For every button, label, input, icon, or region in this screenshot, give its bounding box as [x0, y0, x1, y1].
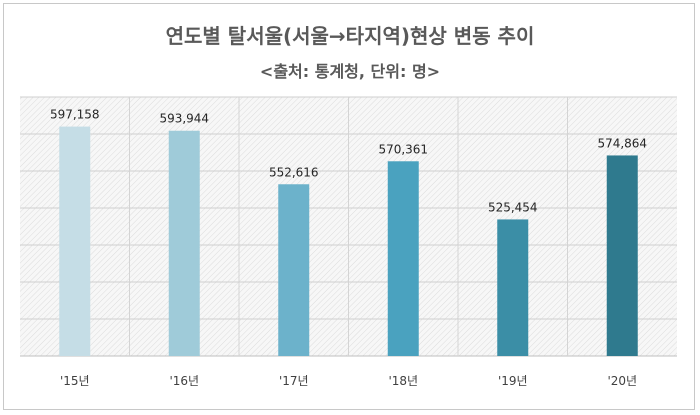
x-tick-label: '17년: [279, 374, 309, 388]
data-labels: 597,158 593,944 552,616 570,361 525,454 574,8…: [50, 108, 647, 215]
data-label: 552,616: [269, 165, 319, 179]
bar: [497, 219, 529, 356]
x-tick-label: '19년: [498, 374, 528, 388]
data-label: 593,944: [159, 112, 209, 126]
chart-subtitle: <출처: 통계청, 단위: 명>: [259, 62, 441, 81]
data-label: 574,864: [597, 136, 647, 150]
x-tick-label: '15년: [60, 374, 90, 388]
bar: [387, 161, 419, 356]
bar: [606, 155, 638, 356]
data-label: 525,454: [488, 200, 538, 214]
x-tick-labels: '15년 '16년 '17년 '18년 '19년 '20년: [60, 374, 637, 388]
x-tick-label: '20년: [607, 374, 637, 388]
bars: [59, 126, 638, 357]
data-label: 597,158: [50, 108, 100, 122]
chart-title: 연도별 탈서울(서울→타지역)현상 변동 추이: [165, 24, 535, 48]
bar: [168, 130, 200, 356]
bar: [278, 184, 310, 356]
bar: [59, 126, 91, 357]
x-tick-label: '16년: [169, 374, 199, 388]
gridlines: [20, 96, 677, 357]
data-label: 570,361: [378, 142, 428, 156]
x-tick-label: '18년: [388, 374, 418, 388]
